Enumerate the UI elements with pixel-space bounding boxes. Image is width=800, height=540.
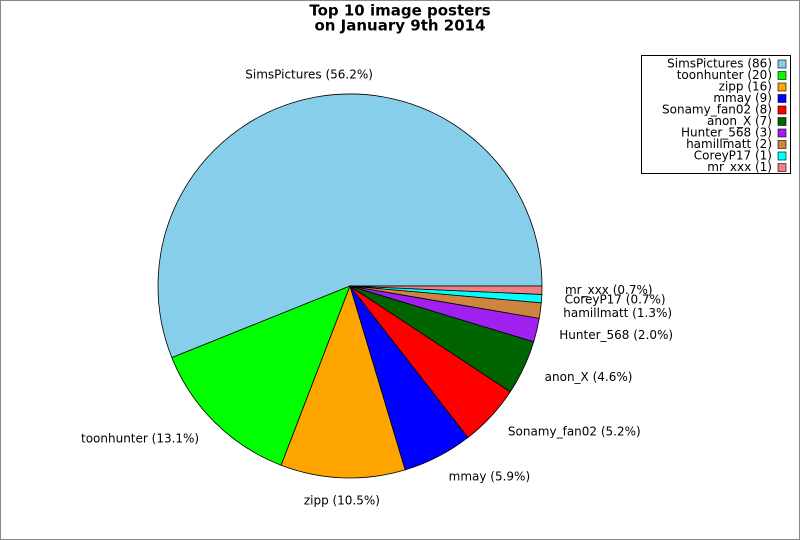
legend-box	[641, 55, 791, 174]
legend-swatch	[777, 151, 787, 161]
legend-label: mmay (9)	[713, 91, 772, 105]
slice-label: SimsPictures (56.2%)	[245, 67, 373, 81]
slice-label: zipp (10.5%)	[304, 493, 380, 507]
legend-swatch	[777, 105, 787, 115]
slice-label: mr_xxx (0.7%)	[565, 283, 653, 297]
chart-title: Top 10 image posters	[309, 2, 490, 20]
pie-slice	[280, 284, 406, 479]
legend-label: anon_X (7)	[707, 114, 772, 128]
legend-swatch	[777, 71, 787, 80]
slice-label: toonhunter (13.1%)	[81, 432, 199, 446]
slice-label: hamillmatt (1.3%)	[563, 306, 672, 320]
legend-swatch	[777, 94, 787, 103]
slice-label: anon_X (4.6%)	[545, 370, 633, 384]
slice-label: Sonamy_fan02 (5.2%)	[508, 424, 641, 438]
legend-label: toonhunter (20)	[677, 68, 772, 82]
slice-label: CoreyP17 (0.7%)	[565, 293, 666, 307]
legend-label: zipp (16)	[719, 80, 772, 94]
chart-subtitle: on January 9th 2014	[314, 17, 485, 35]
legend-swatch	[777, 59, 787, 69]
legend-label: CoreyP17 (1)	[694, 149, 772, 163]
legend-label: Sonamy_fan02 (8)	[662, 103, 772, 117]
legend-label: hamillmatt (2)	[686, 137, 772, 151]
legend-swatch	[777, 82, 787, 92]
legend-label: SimsPictures (86)	[667, 57, 772, 71]
legend-swatch	[777, 163, 787, 172]
legend-swatch	[777, 140, 787, 149]
legend-swatch	[777, 117, 787, 126]
pie-slice	[349, 285, 543, 295]
pie-slice	[157, 93, 543, 359]
pie-slice	[171, 285, 351, 466]
slice-label: Hunter_568 (2.0%)	[559, 328, 673, 342]
slice-label: mmay (5.9%)	[449, 470, 531, 484]
legend-label: Hunter_568 (3)	[681, 126, 772, 140]
legend-swatch	[777, 128, 787, 138]
legend-label: mr_xxx (1)	[707, 160, 772, 174]
